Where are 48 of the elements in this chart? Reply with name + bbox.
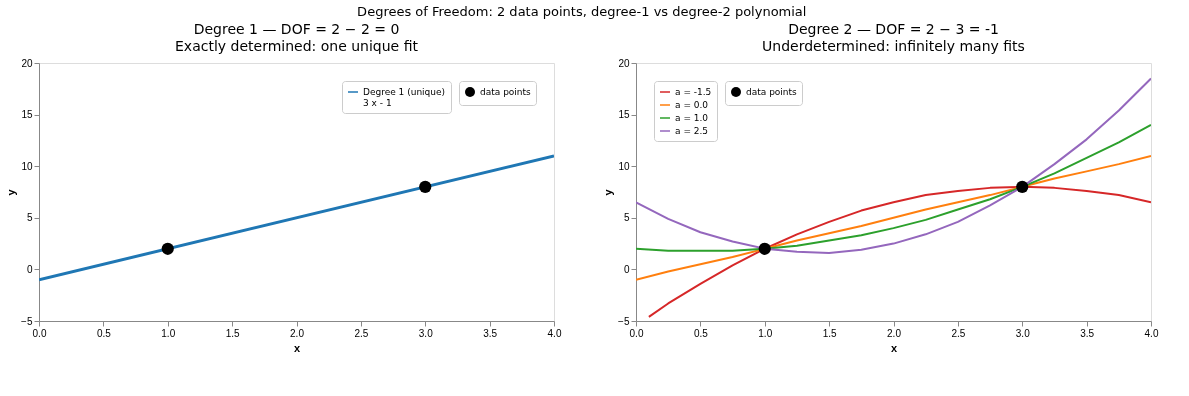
x-tick-label: 0.0 — [32, 327, 47, 339]
x-tick-label: 1.0 — [758, 327, 773, 339]
legend-label: Degree 1 (unique) 3 x - 1 — [363, 87, 446, 108]
legend-label: a = 1.0 — [675, 113, 709, 123]
legend-label: data points — [480, 87, 532, 97]
y-axis-title: y — [602, 188, 615, 196]
y-tick-label: 5 — [26, 212, 33, 224]
text: Degrees of Freedom: 2 data points, degree-1 vs degree-2 polynomial — [357, 3, 807, 19]
y-tick-label: 10 — [618, 160, 630, 172]
y-tick-label: 0 — [623, 263, 630, 275]
y-tick-label: 5 — [623, 212, 630, 224]
x-tick-label: 3.5 — [1080, 327, 1095, 339]
x-axis-title: x — [293, 341, 301, 354]
legend-label: data points — [746, 87, 798, 97]
y-tick-label: 20 — [21, 57, 33, 69]
y-tick-label: 20 — [618, 57, 630, 69]
x-tick-label: 0.0 — [629, 327, 644, 339]
legend-label: a = -1.5 — [675, 87, 712, 97]
x-tick-label: 1.0 — [161, 327, 176, 339]
x-tick-label: 0.5 — [693, 327, 709, 339]
y-axis-title: y — [5, 188, 18, 196]
x-tick-label: 2.0 — [887, 327, 902, 339]
chart-subtitle: Exactly determined: one unique fit — [175, 38, 419, 54]
x-tick-label: 3.0 — [1015, 327, 1031, 339]
y-tick-label: 15 — [618, 109, 630, 121]
x-tick-label: 3.0 — [418, 327, 434, 339]
chart-title: Degree 1 — DOF = 2 − 2 = 0 — [193, 21, 400, 37]
x-tick-label: 4.0 — [547, 327, 562, 339]
x-tick-label: 4.0 — [1144, 327, 1159, 339]
y-tick-label: −5 — [21, 315, 33, 327]
chart-title: Degree 2 — DOF = 2 − 3 = -1 — [788, 21, 999, 37]
y-tick-label: 0 — [26, 263, 33, 275]
y-tick-label: −5 — [618, 315, 630, 327]
chart-subtitle: Underdetermined: infinitely many fits — [762, 38, 1025, 54]
x-tick-label: 2.5 — [354, 327, 369, 339]
legend-label: a = 0.0 — [675, 100, 709, 110]
x-tick-label: 1.5 — [822, 327, 838, 339]
x-tick-label: 0.5 — [96, 327, 112, 339]
x-tick-label: 2.5 — [951, 327, 966, 339]
x-tick-label: 2.0 — [290, 327, 305, 339]
x-axis-title: x — [890, 341, 898, 354]
x-tick-label: 3.5 — [483, 327, 498, 339]
line-series — [636, 154, 1151, 281]
y-tick-label: 10 — [21, 160, 33, 172]
x-tick-label: 1.5 — [225, 327, 241, 339]
legend-label: a = 2.5 — [675, 126, 709, 136]
y-tick-label: 15 — [21, 109, 33, 121]
line-series — [636, 77, 1151, 254]
